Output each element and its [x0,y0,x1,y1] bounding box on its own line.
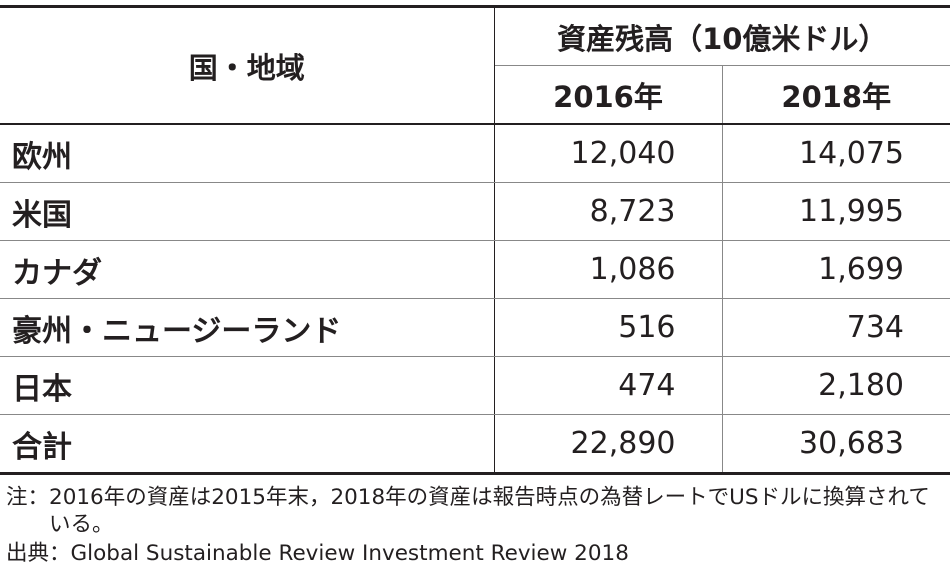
value-2016-cell: 1,086 [494,240,723,299]
region-cell: カナダ [0,240,495,299]
region-header: 国・地域 [0,5,495,125]
value-2016-cell: 474 [494,356,723,415]
region-cell: 欧州 [0,124,495,183]
table-row: 米国 8,723 11,995 [0,182,950,241]
region-cell: 日本 [0,356,495,415]
value-2016-cell: 12,040 [494,124,723,183]
total-2018-cell: 30,683 [722,414,950,475]
source-line: 出典：Global Sustainable Review Investment … [6,540,629,567]
sustainable-investment-table: 国・地域 資産残高（10億米ドル） 2016年 2018年 欧州 12,040 … [0,5,950,475]
table-row: 日本 474 2,180 [0,356,950,415]
value-2018-cell: 1,699 [722,240,950,299]
value-2018-cell: 11,995 [722,182,950,241]
total-row: 合計 22,890 30,683 [0,414,950,475]
table-header: 国・地域 資産残高（10億米ドル） 2016年 2018年 [0,5,950,125]
region-cell: 米国 [0,182,495,241]
table-row: 豪州・ニュージーランド 516 734 [0,298,950,357]
year-2016-header: 2016年 [494,65,723,125]
value-2016-cell: 516 [494,298,723,357]
value-2018-cell: 14,075 [722,124,950,183]
note-line: 注： 2016年の資産は2015年末，2018年の資産は報告時点の為替レートでU… [6,484,946,538]
value-2018-cell: 734 [722,298,950,357]
total-label-cell: 合計 [0,414,495,475]
value-2018-cell: 2,180 [722,356,950,415]
table-row: カナダ 1,086 1,699 [0,240,950,299]
year-2018-header: 2018年 [722,65,950,125]
region-cell: 豪州・ニュージーランド [0,298,495,357]
asset-balance-header: 資産残高（10億米ドル） [494,5,950,66]
total-2016-cell: 22,890 [494,414,723,475]
value-2016-cell: 8,723 [494,182,723,241]
source-text: Global Sustainable Review Investment Rev… [70,541,629,566]
note-label: 注： [6,485,50,510]
investment-table-container: 国・地域 資産残高（10億米ドル） 2016年 2018年 欧州 12,040 … [0,5,950,475]
footnote: 注： 2016年の資産は2015年末，2018年の資産は報告時点の為替レートでU… [6,484,946,538]
table-body: 欧州 12,040 14,075 米国 8,723 11,995 カナダ 1,0… [0,124,950,475]
table-row: 欧州 12,040 14,075 [0,124,950,183]
source-label: 出典： [6,541,71,566]
note-text: 2016年の資産は2015年末，2018年の資産は報告時点の為替レートでUSドル… [49,485,930,537]
